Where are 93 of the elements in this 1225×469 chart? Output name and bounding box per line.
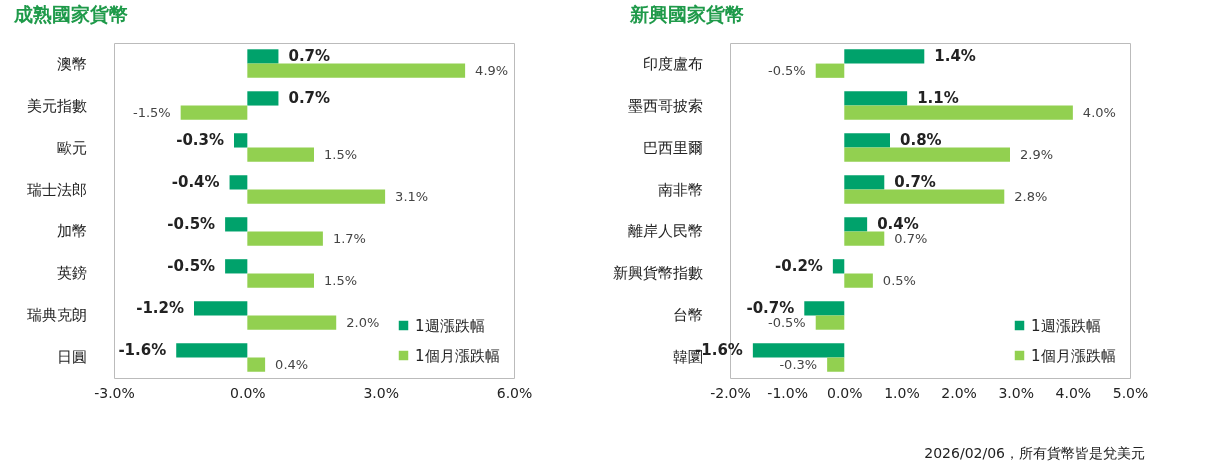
data-label: 2.9%: [1020, 146, 1054, 162]
bar: [827, 357, 845, 372]
bar: [804, 301, 845, 316]
data-label: -1.2%: [136, 299, 184, 318]
bar: [844, 189, 1005, 204]
chart-title: 成熟國家貨幣: [13, 3, 128, 25]
bar: [844, 91, 908, 106]
text: 2026/02/06，所有貨幣皆是兌美元: [923, 445, 1145, 463]
x-tick-label: 0.0%: [827, 384, 863, 401]
y-tick-label: 離岸人民幣: [627, 222, 703, 241]
legend-label: 1個月漲跌幅: [1031, 346, 1116, 365]
data-label: 3.1%: [395, 188, 429, 204]
data-label: -1.5%: [132, 104, 171, 120]
data-label: 0.8%: [900, 131, 942, 150]
bar: [844, 147, 1010, 162]
data-label: 0.7%: [288, 89, 331, 108]
y-tick-label: 加幣: [56, 222, 87, 241]
y-tick-label: 英鎊: [56, 264, 87, 283]
data-label: 4.0%: [1082, 104, 1116, 120]
bar: [247, 315, 337, 330]
bar: [194, 301, 248, 316]
legend-label: 1個月漲跌幅: [415, 346, 500, 365]
legend-label: 1週漲跌幅: [415, 316, 485, 335]
data-label: -0.4%: [171, 173, 220, 192]
data-label: 1.5%: [324, 146, 358, 162]
bar: [844, 133, 890, 148]
bar: [247, 231, 323, 246]
bar: [844, 175, 885, 190]
bar: [844, 273, 873, 288]
x-tick-label: 4.0%: [1055, 384, 1092, 401]
y-tick-label: 印度盧布: [642, 54, 703, 73]
x-tick-label: -2.0%: [710, 384, 751, 401]
bar: [247, 357, 266, 372]
x-tick-label: -3.0%: [94, 384, 135, 401]
bar: [844, 231, 885, 246]
bar: [815, 63, 845, 78]
bar: [225, 259, 248, 274]
x-tick-label: 5.0%: [1112, 384, 1149, 401]
data-label: -0.3%: [176, 131, 224, 150]
bar: [844, 105, 1073, 120]
data-label: 0.4%: [275, 356, 309, 372]
data-label: 1.4%: [934, 47, 976, 66]
bar: [832, 259, 845, 274]
bar: [234, 133, 248, 148]
bar: [815, 315, 845, 330]
bar: [176, 343, 248, 358]
data-label: 1.5%: [324, 272, 358, 288]
x-tick-label: 2.0%: [941, 384, 977, 401]
data-label: -0.2%: [775, 257, 823, 276]
bar: [844, 49, 925, 64]
x-tick-label: 3.0%: [363, 384, 399, 401]
bar: [247, 49, 279, 64]
x-tick-label: 3.0%: [998, 384, 1034, 401]
bar: [180, 105, 248, 120]
data-label: 0.7%: [894, 173, 936, 192]
y-tick-label: 墨西哥披索: [627, 96, 703, 115]
data-label: 2.0%: [346, 314, 380, 330]
chart-title: 新興國家貨幣: [629, 3, 744, 25]
bar: [247, 189, 386, 204]
x-tick-label: -1.0%: [767, 384, 808, 401]
data-label: 1.1%: [917, 89, 959, 108]
data-label: -0.5%: [167, 215, 216, 234]
bar: [247, 91, 279, 106]
y-tick-label: 歐元: [56, 138, 87, 157]
x-tick-label: 0.0%: [230, 384, 266, 401]
x-tick-label: 1.0%: [884, 384, 920, 401]
y-tick-label: 南非幣: [657, 180, 703, 199]
y-tick-label: 日圓: [56, 348, 87, 367]
y-tick-label: 巴西里爾: [642, 138, 703, 157]
y-tick-label: 新興貨幣指數: [612, 264, 703, 283]
x-tick-label: 6.0%: [496, 384, 533, 401]
data-label: 0.7%: [288, 47, 331, 66]
data-label: -0.5%: [768, 62, 806, 78]
data-label: 2.8%: [1014, 188, 1048, 204]
data-label: 0.5%: [882, 272, 916, 288]
bar: [229, 175, 248, 190]
legend-label: 1週漲跌幅: [1031, 316, 1101, 335]
y-tick-label: 瑞士法郎: [26, 180, 87, 199]
bar: [247, 273, 314, 288]
y-tick-label: 美元指數: [26, 96, 87, 115]
data-label: -0.3%: [779, 356, 818, 372]
y-tick-label: 澳幣: [56, 54, 87, 73]
data-label: 1.7%: [332, 230, 366, 246]
y-tick-label: 瑞典克朗: [26, 306, 87, 325]
bar: [752, 343, 845, 358]
data-label: -0.5%: [167, 257, 216, 276]
y-tick-label: 台幣: [672, 306, 703, 325]
data-label: 4.9%: [475, 62, 509, 78]
bar: [844, 217, 868, 232]
data-label: -1.6%: [118, 341, 167, 360]
bar: [247, 147, 314, 162]
bar: [247, 63, 466, 78]
bar: [225, 217, 248, 232]
